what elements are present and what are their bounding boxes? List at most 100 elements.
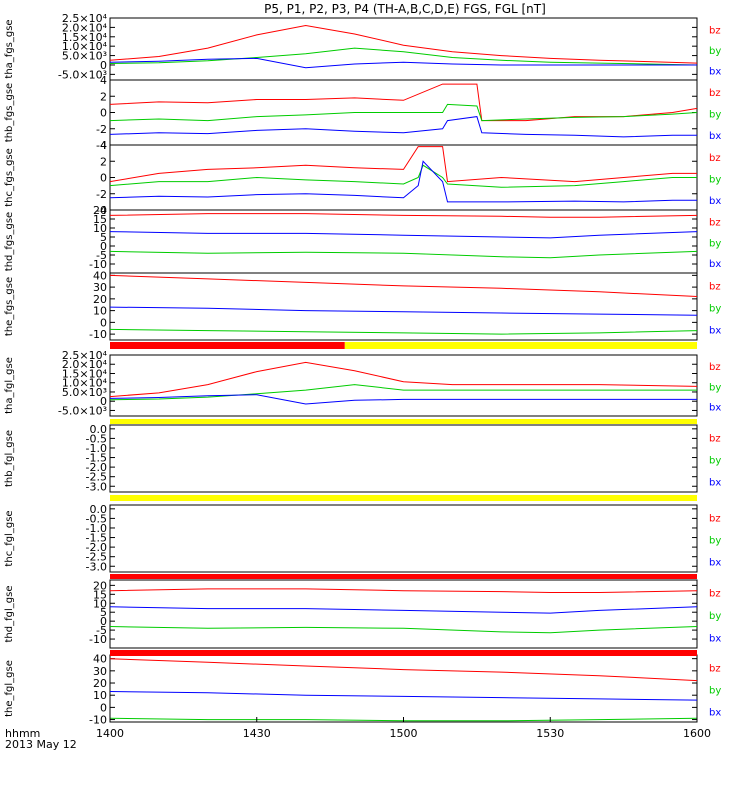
y-tick-label: 0 (100, 59, 107, 72)
x-axis-label-date: 2013 May 12 (5, 738, 77, 751)
x-tick-label: 1430 (243, 727, 271, 740)
x-tick-label: 1500 (390, 727, 418, 740)
series-by (109, 47, 698, 66)
y-tick-label: -10 (89, 714, 107, 727)
panel-thb_fgs_gse: 4 2 0 -2 -4 thb_fgs_gse bz by bx (4, 74, 721, 152)
y-tick-label: 30 (93, 665, 107, 678)
series-by (109, 384, 697, 401)
x-tick-label: 1600 (683, 727, 711, 740)
series-by (109, 250, 698, 259)
panel-tha_fgl_gse: 2.5×10⁴2.0×10⁴1.5×10⁴1.0×10⁴5.0×10³0-5.0… (4, 349, 721, 417)
y-tick-label: 10 (93, 305, 107, 318)
y-tick-label: 5.0×10³ (62, 386, 107, 399)
series-by (109, 103, 698, 122)
y-axis-label: tha_fgl_gse (4, 357, 15, 414)
mode-bar-segment (110, 419, 697, 424)
legend-by: by (709, 109, 721, 120)
panel-thb_fgl_gse: 0.0-0.5-1.0-1.5-2.0-2.5-3.0 thb_fgl_gse bz… (4, 423, 721, 493)
y-tick-label: -1.0 (86, 522, 107, 535)
y-tick-label: -5 (96, 624, 107, 637)
y-tick-label: 2.0×10⁴ (62, 21, 108, 34)
y-tick-label: 10 (93, 597, 107, 610)
y-tick-label: 0 (100, 172, 107, 185)
panel-frame (109, 354, 698, 417)
y-tick-label: 2.5×10⁴ (62, 349, 108, 362)
y-tick-label: 0 (100, 615, 107, 628)
legend-by: by (709, 304, 721, 315)
y-tick-label: 2 (100, 155, 107, 168)
y-tick-label: 1.5×10⁴ (62, 367, 108, 380)
series-bz (109, 658, 698, 682)
panel-frame (109, 17, 698, 81)
y-tick-label: -0.5 (86, 432, 107, 445)
legend-bz: bz (709, 281, 721, 292)
y-tick-label: 10 (93, 689, 107, 702)
series-bz (109, 274, 698, 297)
legend-bz: bz (709, 362, 721, 373)
y-tick-label: 20 (93, 677, 107, 690)
y-tick-label: -1.0 (86, 442, 107, 455)
y-axis-label: tha_fgs_gse (4, 19, 15, 78)
legend-bx: bx (709, 131, 721, 142)
y-tick-label: 5 (100, 606, 107, 619)
y-tick-label: 15 (93, 213, 107, 226)
series-bz (109, 24, 698, 64)
series-by (109, 328, 698, 335)
panel-thc_fgl_gse: 0.0-0.5-1.0-1.5-2.0-2.5-3.0 thc_fgl_gse bz… (4, 503, 721, 573)
legend-by: by (709, 46, 721, 57)
y-tick-label: -1.5 (86, 452, 107, 465)
series-bx (109, 57, 697, 69)
y-tick-label: 0 (100, 107, 107, 120)
y-tick-label: 1.5×10⁴ (62, 31, 108, 44)
mode-bar-segment (110, 342, 345, 349)
y-axis-label: the_fgs_gse (4, 277, 15, 336)
mode-bar-segment (110, 574, 697, 579)
y-tick-label: 30 (93, 281, 107, 294)
y-tick-label: 1.0×10⁴ (62, 377, 108, 390)
y-tick-label: 0 (100, 701, 107, 714)
series-bx (109, 606, 698, 614)
legend-bx: bx (709, 66, 721, 77)
y-tick-label: -4 (96, 139, 107, 152)
series-bx (109, 231, 698, 239)
y-tick-label: 1.0×10⁴ (62, 40, 108, 53)
y-tick-label: 40 (93, 269, 107, 282)
legend-bz: bz (709, 218, 721, 229)
legend-by: by (709, 456, 721, 467)
mode-bar-segment (110, 650, 697, 656)
y-axis-label: thb_fgl_gse (4, 430, 15, 487)
y-tick-label: 0 (100, 240, 107, 253)
legend-bz: bz (709, 663, 721, 674)
series-bx (109, 306, 698, 316)
y-tick-label: -2.0 (86, 541, 107, 554)
series-bz (109, 213, 698, 218)
y-axis-label: thd_fgl_gse (4, 586, 15, 643)
y-tick-label: -5.0×10³ (58, 68, 107, 81)
x-tick-label: 1400 (96, 727, 124, 740)
legend-by: by (709, 238, 721, 249)
series-bx (109, 116, 697, 138)
y-tick-label: -10 (89, 633, 107, 646)
series-bx (109, 160, 697, 203)
y-tick-label: -5 (96, 249, 107, 262)
panel-frame (109, 144, 698, 211)
series-bz (109, 361, 698, 398)
y-axis-label: thc_fgs_gse (4, 148, 15, 207)
legend-bx: bx (709, 633, 721, 644)
panel-frame (109, 579, 698, 649)
y-tick-label: 10 (93, 222, 107, 235)
y-tick-label: -2 (96, 123, 107, 136)
y-tick-label: 2 (100, 90, 107, 103)
y-tick-label: 20 (93, 579, 107, 592)
y-tick-label: 5.0×10³ (62, 50, 107, 63)
series-bz (109, 146, 697, 183)
y-tick-label: -4 (96, 204, 107, 217)
y-tick-label: 40 (93, 653, 107, 666)
y-tick-label: 2.0×10⁴ (62, 358, 108, 371)
y-axis-label: thb_fgs_gse (4, 83, 15, 142)
y-tick-label: 20 (93, 204, 107, 217)
y-tick-label: -0.5 (86, 512, 107, 525)
legend-bx: bx (709, 326, 721, 337)
